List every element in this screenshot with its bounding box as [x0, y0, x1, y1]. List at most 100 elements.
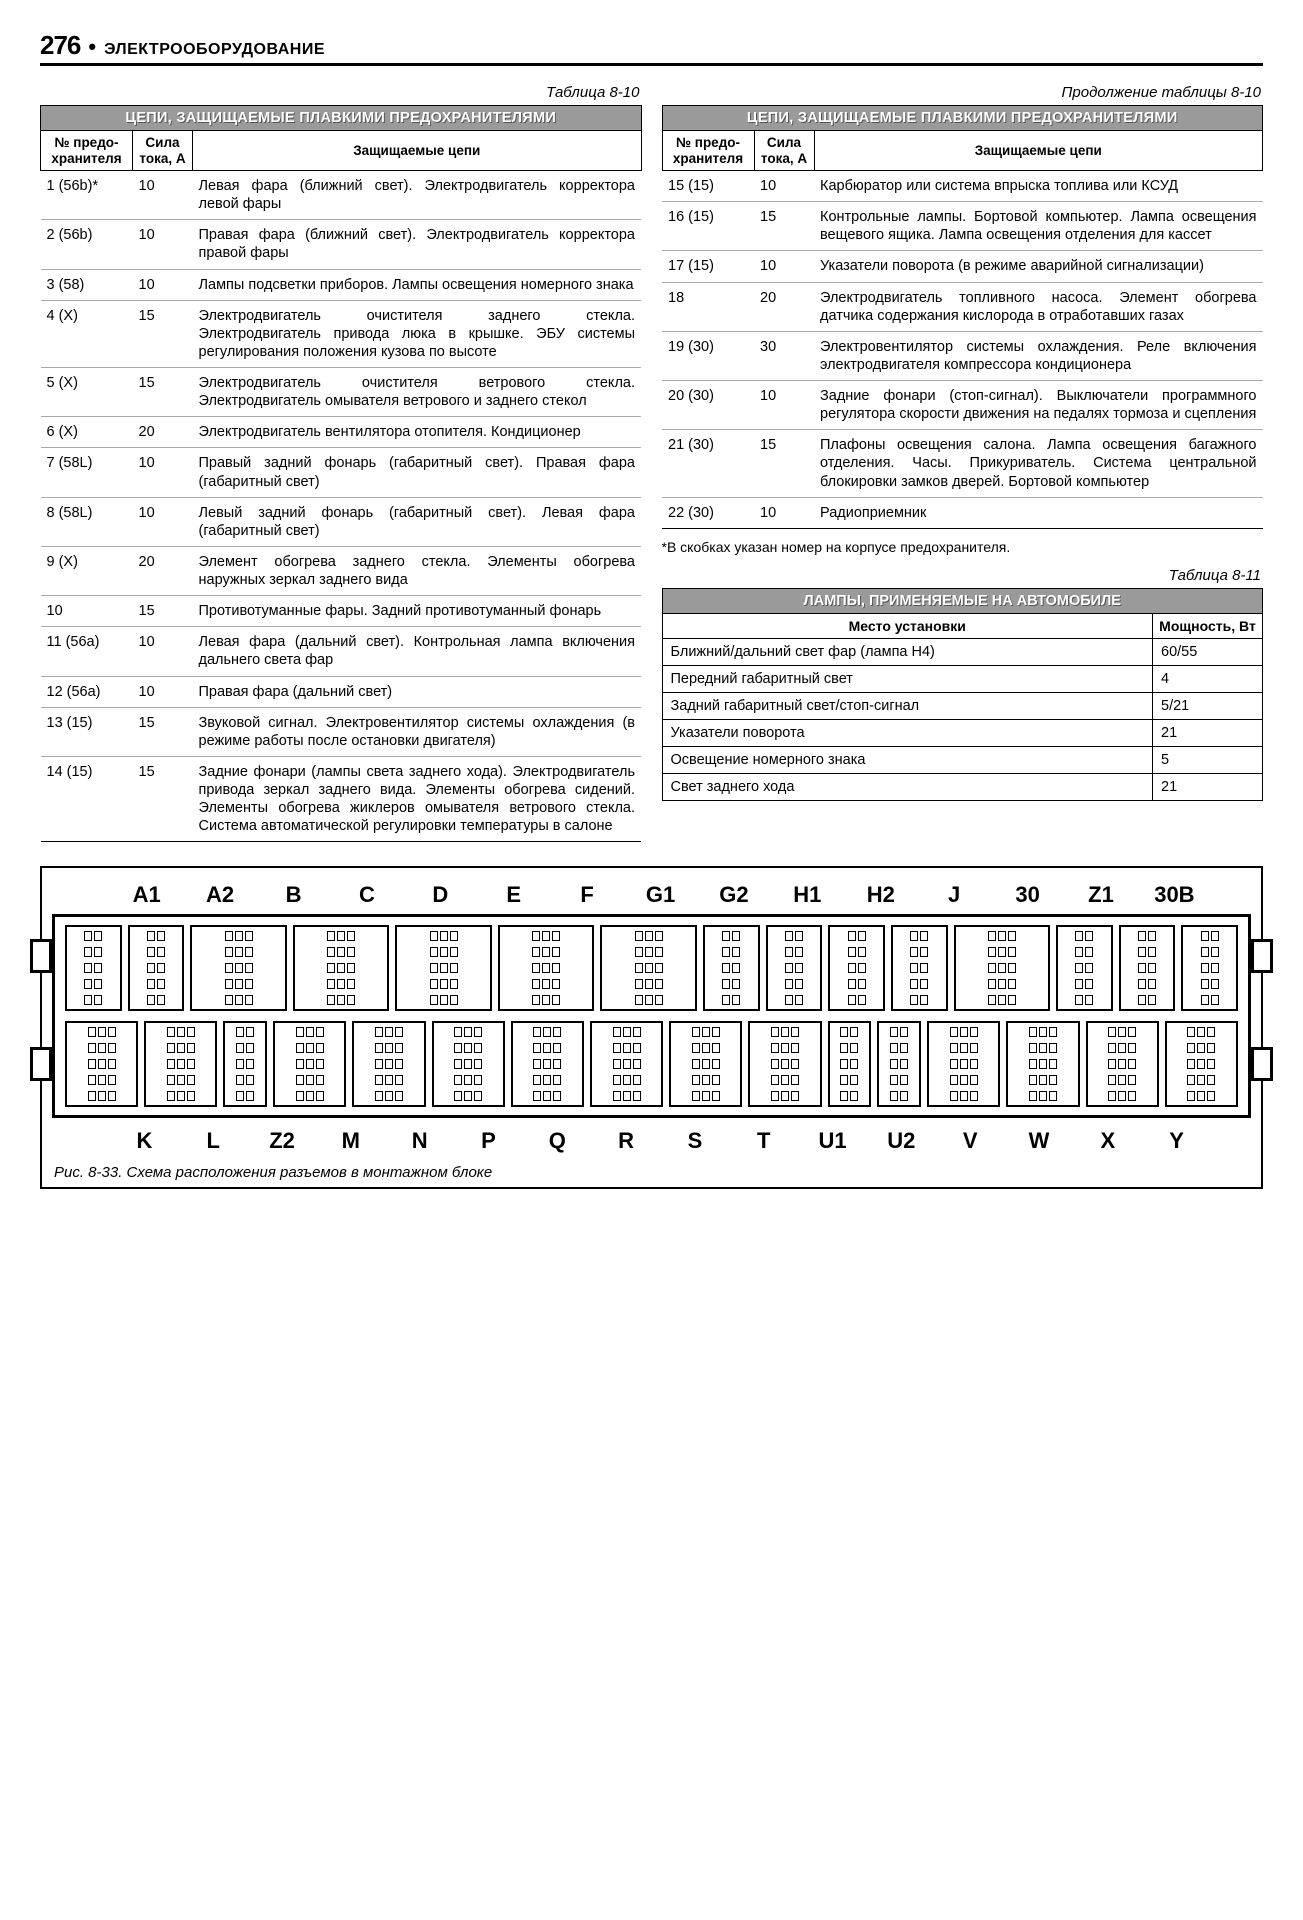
pin — [702, 1027, 710, 1037]
pin-column — [1049, 1027, 1057, 1101]
fuse-number: 5 (X) — [41, 368, 133, 417]
pin — [440, 963, 448, 973]
pin — [177, 1043, 185, 1053]
fuse-current: 20 — [133, 546, 193, 595]
pin — [635, 995, 643, 1005]
connector — [144, 1021, 217, 1107]
pin-column — [316, 1027, 324, 1101]
fuse-number: 20 (30) — [662, 381, 754, 430]
pin-column — [692, 1027, 700, 1101]
lamp-watt: 4 — [1153, 665, 1263, 692]
pin — [454, 1027, 462, 1037]
pin — [840, 1075, 848, 1085]
pin — [645, 931, 653, 941]
connector — [590, 1021, 663, 1107]
pin — [692, 1059, 700, 1069]
two-column-layout: Таблица 8-10 ЦЕПИ, ЗАЩИЩАЕМЫЕ ПЛАВКИМИ П… — [40, 84, 1263, 842]
pin — [712, 1027, 720, 1037]
fuse-number: 18 — [662, 282, 754, 331]
pin — [1049, 1027, 1057, 1037]
pin-column — [1187, 1027, 1195, 1101]
pin — [88, 1091, 96, 1101]
pin — [988, 995, 996, 1005]
pin — [900, 1059, 908, 1069]
pin — [454, 1091, 462, 1101]
fuse-circuits: Электродвигатель очистителя заднего стек… — [193, 300, 642, 367]
pin — [543, 1059, 551, 1069]
pin — [1197, 1059, 1205, 1069]
pin — [246, 1043, 254, 1053]
connector-label: S — [661, 1128, 730, 1154]
pin — [533, 1027, 541, 1037]
pin — [791, 1075, 799, 1085]
connector — [273, 1021, 346, 1107]
pin — [246, 1075, 254, 1085]
connector-label: Y — [1142, 1128, 1211, 1154]
pin — [337, 979, 345, 989]
pin — [108, 1027, 116, 1037]
pin — [1148, 963, 1156, 973]
pin — [385, 1027, 393, 1037]
pin — [552, 995, 560, 1005]
pin — [1029, 1075, 1037, 1085]
pin — [970, 1043, 978, 1053]
pin — [296, 1059, 304, 1069]
pin — [791, 1091, 799, 1101]
pin-column — [454, 1027, 462, 1101]
pin — [430, 979, 438, 989]
fuse-current: 15 — [133, 707, 193, 756]
mounting-block — [52, 914, 1251, 1118]
lamp-watt: 5/21 — [1153, 692, 1263, 719]
pin — [1108, 1043, 1116, 1053]
pin — [702, 1059, 710, 1069]
pin — [712, 1059, 720, 1069]
pin — [385, 1059, 393, 1069]
diagram-figure: A1A2BCDEFG1G2H1H2J30Z130B KLZ2MNPQRSTU1U… — [40, 866, 1263, 1189]
table-row: 17 (15)10Указатели поворота (в режиме ав… — [662, 251, 1263, 282]
pin-column — [858, 931, 866, 1005]
pin — [474, 1027, 482, 1037]
pin — [337, 995, 345, 1005]
pin — [1128, 1075, 1136, 1085]
fuse-current: 30 — [754, 331, 814, 380]
pin — [1029, 1059, 1037, 1069]
pin — [960, 1091, 968, 1101]
pin — [98, 1091, 106, 1101]
pin — [840, 1059, 848, 1069]
connector — [1056, 925, 1113, 1011]
pin — [988, 947, 996, 957]
pin — [910, 963, 918, 973]
fuse-table-title-cont: ЦЕПИ, ЗАЩИЩАЕМЫЕ ПЛАВКИМИ ПРЕДОХРАНИТЕЛЯ… — [662, 106, 1263, 131]
fuse-number: 19 (30) — [662, 331, 754, 380]
pin — [84, 931, 92, 941]
connector-label: L — [179, 1128, 248, 1154]
pin — [542, 979, 550, 989]
fuse-circuits: Указатели поворота (в режиме аварийной с… — [814, 251, 1263, 282]
table-row: 16 (15)15Контрольные лампы. Бортовой ком… — [662, 202, 1263, 251]
pin — [655, 963, 663, 973]
pin — [722, 995, 730, 1005]
pin — [553, 1059, 561, 1069]
pin — [1075, 963, 1083, 973]
fuse-circuits: Плафоны освещения салона. Лампа освещени… — [814, 430, 1263, 497]
pin — [988, 931, 996, 941]
pin — [167, 1043, 175, 1053]
connector-top-labels: A1A2BCDEFG1G2H1H2J30Z130B — [52, 882, 1251, 914]
pin-column — [920, 931, 928, 1005]
pin — [781, 1059, 789, 1069]
connector-label: M — [316, 1128, 385, 1154]
pin — [245, 963, 253, 973]
pin — [998, 995, 1006, 1005]
pin — [850, 1075, 858, 1085]
pin — [858, 931, 866, 941]
pin — [1108, 1027, 1116, 1037]
pin-column — [791, 1027, 799, 1101]
pin — [225, 931, 233, 941]
pin — [785, 947, 793, 957]
pin — [542, 931, 550, 941]
pin — [316, 1091, 324, 1101]
pin — [94, 995, 102, 1005]
pin — [187, 1043, 195, 1053]
pin-column — [337, 931, 345, 1005]
pin — [623, 1075, 631, 1085]
